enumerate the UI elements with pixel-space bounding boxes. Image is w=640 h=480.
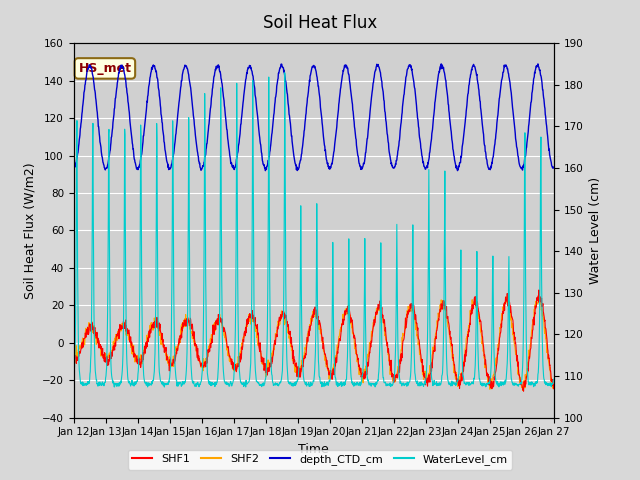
Y-axis label: Water Level (cm): Water Level (cm) — [589, 177, 602, 284]
X-axis label: Time: Time — [298, 443, 329, 456]
Text: HS_met: HS_met — [79, 62, 131, 75]
Y-axis label: Soil Heat Flux (W/m2): Soil Heat Flux (W/m2) — [24, 162, 36, 299]
Legend: SHF1, SHF2, depth_CTD_cm, WaterLevel_cm: SHF1, SHF2, depth_CTD_cm, WaterLevel_cm — [128, 450, 512, 469]
Text: Soil Heat Flux: Soil Heat Flux — [263, 14, 377, 33]
